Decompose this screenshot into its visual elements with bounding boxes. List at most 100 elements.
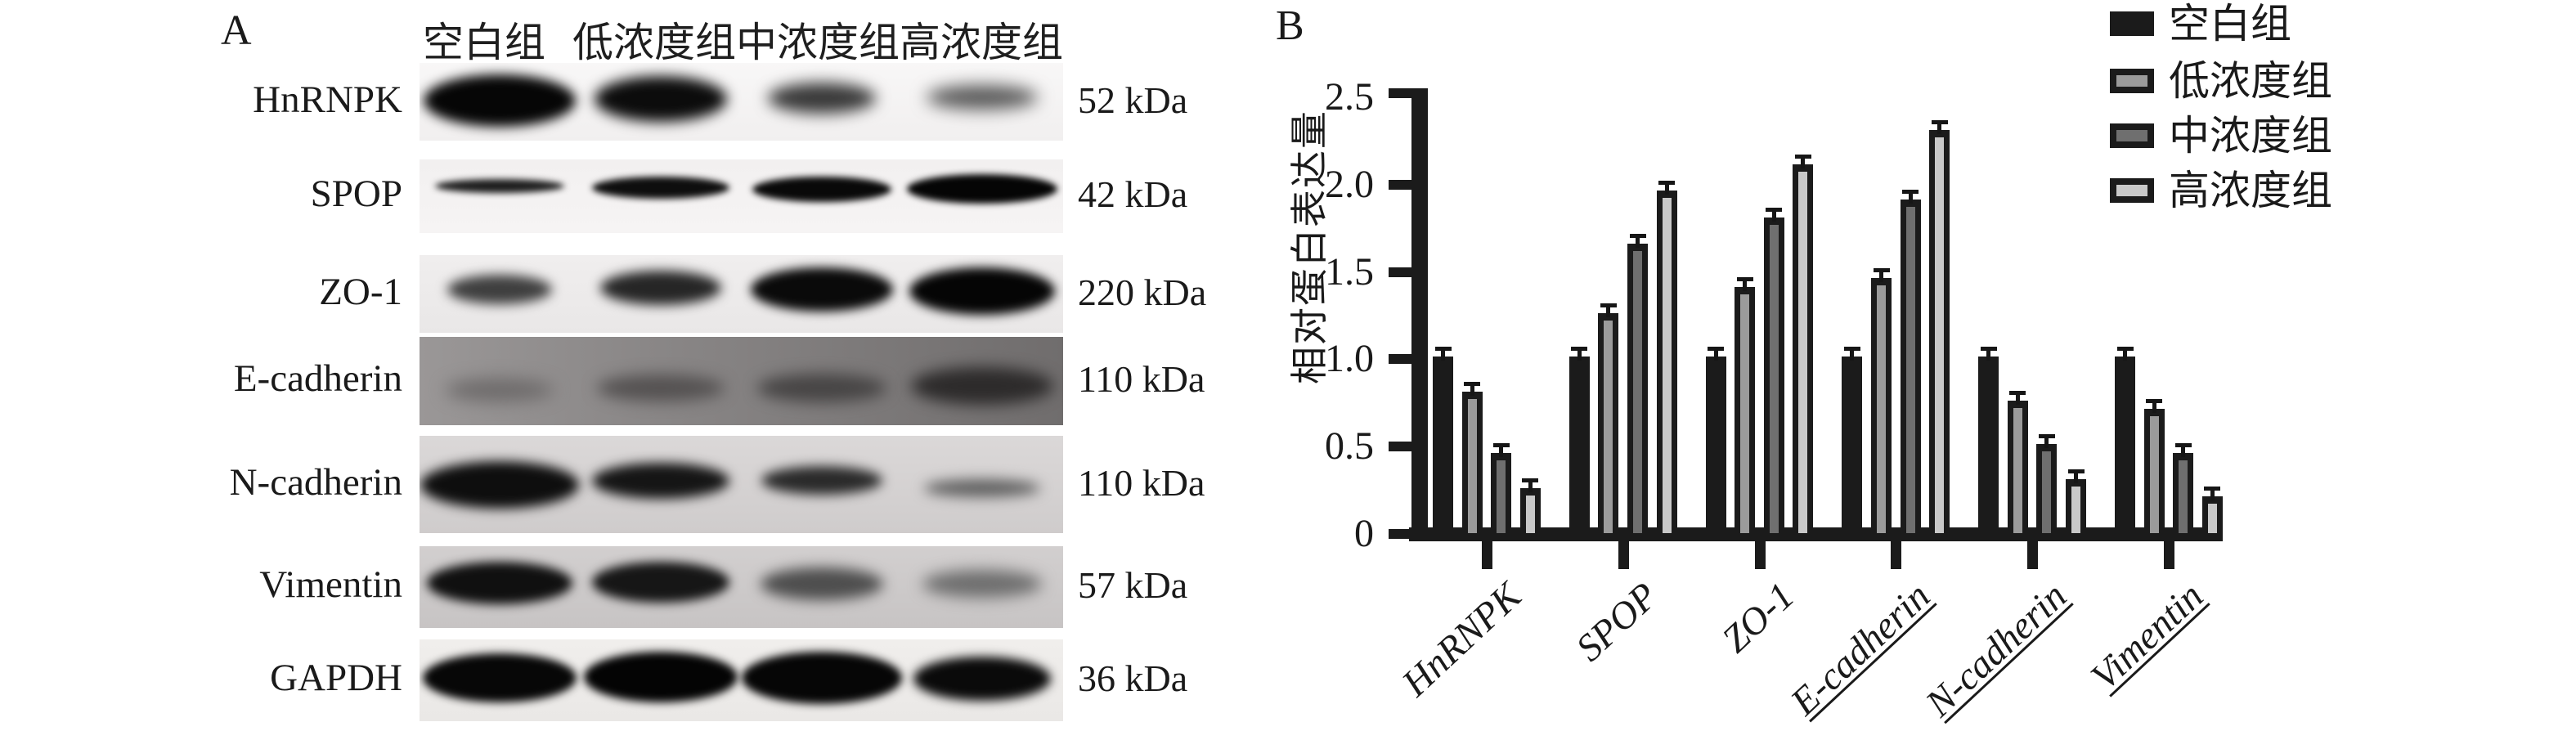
y-tick-label-1.0: 1.0: [1325, 337, 1374, 381]
bar-fill: [2179, 460, 2188, 533]
blot-band-lane3: [752, 176, 891, 202]
error-bar-stem: [2123, 347, 2127, 361]
error-bar-stem: [2074, 469, 2078, 483]
protein-label-Vimentin: Vimentin: [259, 563, 402, 606]
bar-HnRNPK-series2: [1461, 392, 1483, 533]
blot-band-lane2: [592, 176, 729, 199]
error-bar-stem: [1801, 155, 1806, 169]
bar-HnRNPK-series3: [1491, 452, 1512, 533]
kda-label-HnRNPK: 52 kDa: [1078, 78, 1188, 121]
x-tick-N-cadherin: [2027, 541, 2039, 569]
x-tick-E-cadherin: [1891, 541, 1902, 569]
blot-band-lane4: [922, 570, 1042, 598]
blot-band-lane4: [927, 84, 1038, 110]
blot-band-lane2: [592, 562, 729, 603]
bar-Vimentin-series1: [2115, 357, 2135, 533]
blot-band-lane3: [742, 652, 902, 704]
blot-strip-HnRNPK: [420, 63, 1063, 141]
error-bar-stem: [2181, 442, 2186, 457]
error-bar-stem: [1713, 347, 1718, 361]
x-tick-SPOP: [1618, 541, 1629, 569]
bar-HnRNPK-series4: [1519, 487, 1541, 533]
protein-label-GAPDH: GAPDH: [270, 657, 402, 699]
error-bar-stem: [1879, 268, 1883, 283]
x-category-label-Vimentin: Vimentin: [2083, 574, 2212, 699]
blot-strip-N-cadherin: [420, 436, 1063, 533]
bar-E-cadherin-series3: [1900, 200, 1921, 533]
group-header-1: 空白组: [423, 20, 545, 65]
blot-strip-Vimentin: [420, 546, 1063, 628]
y-tick-1.0: [1389, 354, 1411, 365]
legend-swatch-inner: [2116, 75, 2147, 87]
legend-swatch-inner: [2116, 130, 2147, 141]
legend-label-空白组: 空白组: [2169, 1, 2291, 47]
bar-N-cadherin-series4: [2066, 478, 2086, 533]
bar-fill: [1798, 172, 1808, 533]
bar-fill: [1633, 250, 1642, 533]
error-bar-stem: [1470, 382, 1474, 397]
error-bar-stem: [2152, 399, 2156, 414]
error-bar-stem: [2210, 487, 2215, 501]
bar-fill: [1497, 460, 1506, 533]
error-bar-stem: [1937, 119, 1942, 134]
blot-band-lane1: [420, 460, 579, 509]
blot-band-lane2: [592, 462, 729, 499]
bar-fill: [2149, 416, 2159, 533]
blot-band-lane4: [913, 657, 1051, 701]
error-bar-stem: [1528, 478, 1533, 492]
kda-label-N-cadherin: 110 kDa: [1078, 461, 1205, 504]
bar-ZO-1-series4: [1793, 164, 1814, 533]
blot-band-lane3: [751, 267, 893, 312]
blot-band-lane4: [924, 479, 1040, 498]
bar-fill: [1877, 285, 1886, 533]
y-tick-label-2.0: 2.0: [1325, 162, 1374, 206]
kda-label-GAPDH: 36 kDa: [1078, 657, 1188, 699]
y-axis-line: [1411, 88, 1428, 541]
group-header-2: 低浓度组: [572, 20, 736, 65]
kda-label-SPOP: 42 kDa: [1078, 173, 1188, 215]
bar-fill: [2042, 451, 2052, 533]
legend-swatch-低浓度组: [2110, 69, 2154, 93]
bar-fill: [1467, 399, 1477, 533]
error-bar-stem: [1771, 207, 1776, 222]
protein-label-N-cadherin: N-cadherin: [229, 460, 402, 504]
legend-swatch-inner: [2116, 185, 2147, 196]
blot-band-lane1: [435, 178, 564, 193]
bar-N-cadherin-series3: [2036, 444, 2058, 533]
bar-SPOP-series3: [1627, 243, 1648, 533]
blot-band-lane1: [424, 74, 576, 127]
legend-swatch-高浓度组: [2110, 178, 2154, 203]
bar-fill: [1935, 137, 1945, 533]
bar-ZO-1-series2: [1735, 286, 1756, 533]
legend-label-低浓度组: 低浓度组: [2169, 58, 2332, 104]
bar-fill: [2207, 504, 2217, 533]
y-tick-0: [1389, 529, 1411, 539]
blot-strip-E-cadherin: [420, 337, 1063, 425]
bar-fill: [1662, 198, 1672, 533]
blot-band-lane4: [911, 367, 1053, 406]
bar-fill: [2071, 486, 2080, 533]
blot-band-lane1: [423, 653, 577, 702]
bar-SPOP-series2: [1598, 313, 1619, 533]
bar-Vimentin-series3: [2173, 452, 2194, 533]
x-category-label-SPOP: SPOP: [1568, 574, 1666, 670]
bar-SPOP-series1: [1568, 357, 1590, 533]
bar-fill: [1604, 321, 1613, 533]
y-tick-2.0: [1389, 179, 1411, 190]
legend-label-高浓度组: 高浓度组: [2169, 168, 2332, 213]
group-header-4: 高浓度组: [900, 20, 1063, 65]
bar-Vimentin-series2: [2143, 409, 2165, 533]
x-tick-ZO-1: [1754, 541, 1766, 569]
protein-label-E-cadherin: E-cadherin: [233, 357, 402, 400]
blot-strip-SPOP: [420, 159, 1063, 233]
blot-band-lane3: [761, 567, 883, 600]
bar-N-cadherin-series2: [2007, 400, 2028, 533]
panel-b-label: B: [1276, 2, 1304, 49]
blot-band-lane1: [446, 378, 554, 401]
x-category-label-ZO-1: ZO-1: [1713, 574, 1802, 662]
error-bar-stem: [1441, 347, 1445, 361]
bar-E-cadherin-series4: [1929, 129, 1950, 533]
bar-fill: [1769, 224, 1779, 533]
y-tick-label-0: 0: [1354, 512, 1374, 555]
